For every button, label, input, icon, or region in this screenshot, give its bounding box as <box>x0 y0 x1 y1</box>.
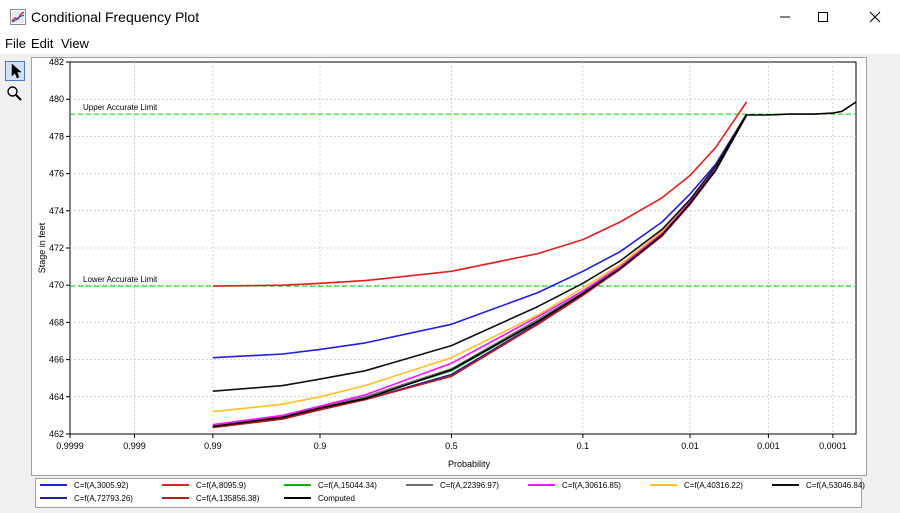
chart-app-icon <box>10 9 26 25</box>
close-button[interactable] <box>852 0 898 34</box>
title-bar: Conditional Frequency Plot <box>0 0 900 34</box>
minimize-button[interactable] <box>762 0 808 34</box>
zoom-tool-button[interactable] <box>5 84 25 104</box>
legend <box>35 478 862 508</box>
minimize-icon <box>780 16 790 18</box>
maximize-icon <box>818 12 828 22</box>
tool-palette <box>3 59 27 114</box>
window-title: Conditional Frequency Plot <box>31 9 200 25</box>
pointer-arrow-icon <box>11 63 22 79</box>
close-icon <box>869 11 881 23</box>
magnifier-icon <box>7 86 22 101</box>
menu-file[interactable]: File <box>5 36 26 51</box>
plot-frame <box>31 57 867 476</box>
pointer-tool-button[interactable] <box>5 61 25 81</box>
maximize-button[interactable] <box>800 0 846 34</box>
menu-view[interactable]: View <box>61 36 89 51</box>
menu-edit[interactable]: Edit <box>31 36 54 51</box>
menu-bar: File Edit View <box>0 34 900 54</box>
